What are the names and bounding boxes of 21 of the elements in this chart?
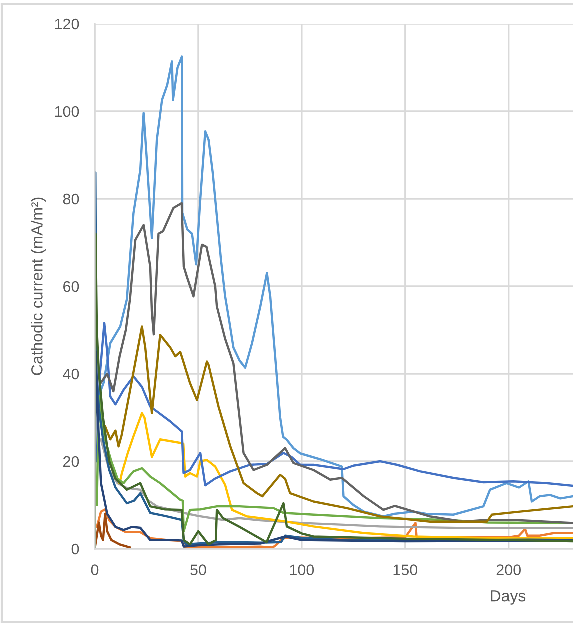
line-series <box>104 326 573 523</box>
line-series <box>96 394 573 533</box>
x-axis-title: Days <box>491 590 526 605</box>
y-tick-label: 0 <box>72 544 80 555</box>
line-series <box>118 412 573 540</box>
x-tick-label: 200 <box>496 564 521 576</box>
x-tick-label: 100 <box>290 564 314 576</box>
y-axis-title: Cathodic current (mA/m²) <box>31 198 46 376</box>
y-tick-label: 60 <box>64 281 80 292</box>
y-tick-label: 20 <box>64 456 80 468</box>
y-tick-label: 80 <box>63 194 80 205</box>
y-tick-label: 120 <box>55 18 80 30</box>
line-series <box>100 202 573 524</box>
x-tick-label: 50 <box>190 564 206 576</box>
y-tick-label: 40 <box>63 368 80 380</box>
x-tick-label: 0 <box>91 564 99 576</box>
line-series <box>100 438 573 530</box>
line-series <box>96 322 573 488</box>
y-tick-label: 100 <box>55 106 80 118</box>
x-tick-label: 150 <box>394 564 418 576</box>
line-series <box>95 512 132 549</box>
